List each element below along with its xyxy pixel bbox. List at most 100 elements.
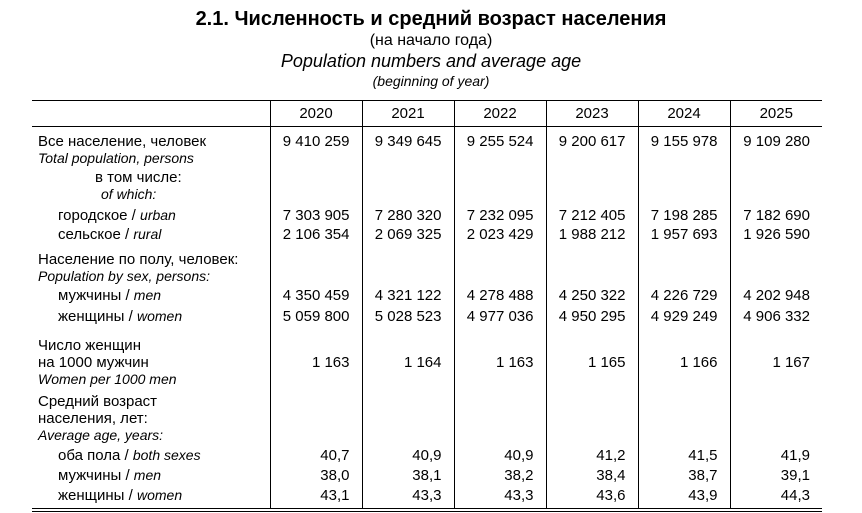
row-label-ru: мужчины / bbox=[58, 287, 130, 304]
year-header-2024: 2024 bbox=[637, 100, 730, 127]
table-row-both-sexes-age: оба пола / both sexes 40,7 40,9 40,9 41,2… bbox=[32, 445, 822, 465]
row-label-urban: городское / urban bbox=[32, 204, 270, 225]
table-cell: 2 106 354 bbox=[269, 225, 362, 249]
table-subtitle-en: (beginning of year) bbox=[372, 73, 490, 89]
row-label-women: женщины / women bbox=[32, 306, 270, 331]
table-row-of-which: в том числе: of which: bbox=[32, 168, 822, 204]
row-label-ru: городское / bbox=[58, 207, 136, 224]
table-cell: 7 182 690 bbox=[729, 204, 822, 225]
table-cell-empty bbox=[545, 249, 638, 285]
table-cell-empty bbox=[637, 168, 730, 204]
table-cell-empty bbox=[269, 168, 362, 204]
row-label-men: мужчины / men bbox=[32, 285, 270, 306]
table-cell: 1 988 212 bbox=[545, 225, 638, 249]
table-cell: 4 250 322 bbox=[545, 285, 638, 306]
table-cell-empty bbox=[269, 249, 362, 285]
table-cell: 1 957 693 bbox=[637, 225, 730, 249]
row-label-total-population: Все население, человек Total population,… bbox=[32, 127, 270, 169]
table-header-row: 2020 2021 2022 2023 2024 2025 bbox=[32, 100, 822, 127]
table-cell: 9 349 645 bbox=[361, 126, 454, 168]
table-cell: 38,1 bbox=[361, 465, 454, 485]
row-label-population-by-sex: Население по полу, человек: Population b… bbox=[32, 249, 270, 285]
table-cell: 38,2 bbox=[453, 465, 546, 485]
table-cell: 41,9 bbox=[729, 445, 822, 465]
table-row-urban: городское / urban 7 303 905 7 280 320 7 2… bbox=[32, 204, 822, 225]
row-label-en: Women per 1000 men bbox=[38, 371, 177, 387]
row-label-average-age: Средний возраст населения, лет: Average … bbox=[32, 391, 270, 445]
row-label-ru: женщины / bbox=[58, 487, 133, 504]
row-label-ru: мужчины / bbox=[58, 467, 130, 484]
title-block: 2.1. Численность и средний возраст насел… bbox=[0, 0, 862, 89]
table-cell: 44,3 bbox=[729, 485, 822, 512]
year-header-2021: 2021 bbox=[361, 100, 454, 127]
table-cell: 43,6 bbox=[545, 485, 638, 512]
table-cell: 43,3 bbox=[453, 485, 546, 512]
row-label-ru: Число женщин на 1000 мужчин bbox=[38, 337, 149, 371]
table-subtitle-ru: (на начало года) bbox=[369, 32, 493, 49]
row-label-en: women bbox=[136, 308, 183, 324]
row-label-ru: Средний возраст населения, лет: bbox=[38, 393, 158, 427]
table-cell: 9 155 978 bbox=[637, 126, 730, 168]
table-cell-empty bbox=[637, 391, 730, 445]
row-label-women-per-1000-men: Число женщин на 1000 мужчин Women per 10… bbox=[32, 331, 270, 391]
table-cell-empty bbox=[729, 168, 822, 204]
row-label-ru: женщины / bbox=[58, 308, 133, 325]
table-cell: 7 280 320 bbox=[361, 204, 454, 225]
table-cell: 1 167 bbox=[729, 331, 822, 391]
table-cell: 4 226 729 bbox=[637, 285, 730, 306]
table-cell: 38,0 bbox=[269, 465, 362, 485]
table-cell: 40,9 bbox=[453, 445, 546, 465]
row-label-en: Population by sex, persons: bbox=[38, 268, 210, 284]
row-label-both-sexes: оба пола / both sexes bbox=[32, 445, 270, 465]
row-label-en: rural bbox=[133, 226, 162, 242]
row-label-women-age: женщины / women bbox=[32, 485, 270, 512]
table-row-women-age: женщины / women 43,1 43,3 43,3 43,6 43,9 … bbox=[32, 485, 822, 512]
table-cell: 1 164 bbox=[361, 331, 454, 391]
row-label-ru: Все население, человек bbox=[38, 133, 207, 150]
table-cell: 1 166 bbox=[637, 331, 730, 391]
table-row-women-per-1000-men: Число женщин на 1000 мужчин Women per 10… bbox=[32, 331, 822, 391]
table-cell-empty bbox=[361, 168, 454, 204]
table-cell: 43,1 bbox=[269, 485, 362, 512]
row-label-men-age: мужчины / men bbox=[32, 465, 270, 485]
table-cell-empty bbox=[729, 391, 822, 445]
table-cell: 4 977 036 bbox=[453, 306, 546, 331]
table-cell: 4 929 249 bbox=[637, 306, 730, 331]
table-cell: 39,1 bbox=[729, 465, 822, 485]
table-cell-empty bbox=[361, 391, 454, 445]
row-label-en: men bbox=[133, 467, 162, 483]
table-row-total-population: Все население, человек Total population,… bbox=[32, 126, 822, 169]
table-cell-empty bbox=[453, 391, 546, 445]
row-label-ru: сельское / bbox=[58, 226, 130, 243]
row-label-en: of which: bbox=[101, 186, 157, 202]
table-row-women: женщины / women 5 059 800 5 028 523 4 977… bbox=[32, 306, 822, 331]
table-title-en: Population numbers and average age bbox=[280, 51, 582, 71]
table-title-ru: 2.1. Численность и средний возраст насел… bbox=[195, 8, 667, 30]
year-header-2025: 2025 bbox=[729, 100, 822, 127]
table-cell: 1 165 bbox=[545, 331, 638, 391]
table-cell: 43,3 bbox=[361, 485, 454, 512]
row-label-ru: в том числе: bbox=[95, 169, 182, 186]
table-cell: 41,2 bbox=[545, 445, 638, 465]
table-row-average-age: Средний возраст населения, лет: Average … bbox=[32, 391, 822, 445]
table-cell: 1 163 bbox=[453, 331, 546, 391]
table-cell: 9 109 280 bbox=[729, 126, 822, 168]
table-cell: 43,9 bbox=[637, 485, 730, 512]
table-cell: 38,7 bbox=[637, 465, 730, 485]
row-label-en: women bbox=[136, 487, 183, 503]
table-row-men: мужчины / men 4 350 459 4 321 122 4 278 4… bbox=[32, 285, 822, 306]
table-cell-empty bbox=[453, 249, 546, 285]
row-label-en: both sexes bbox=[132, 447, 201, 463]
table-cell-empty bbox=[545, 168, 638, 204]
table-cell-empty bbox=[545, 391, 638, 445]
row-label-en: Average age, years: bbox=[38, 427, 164, 443]
row-label-ru: оба пола / bbox=[58, 447, 129, 464]
table-cell: 5 059 800 bbox=[269, 306, 362, 331]
row-label-rural: сельское / rural bbox=[32, 225, 270, 249]
table-cell: 4 350 459 bbox=[269, 285, 362, 306]
table-cell-empty bbox=[269, 391, 362, 445]
table-row-population-by-sex: Население по полу, человек: Population b… bbox=[32, 249, 822, 285]
row-label-en: urban bbox=[140, 207, 176, 223]
table-row-rural: сельское / rural 2 106 354 2 069 325 2 02… bbox=[32, 225, 822, 249]
stub-header-cell bbox=[32, 100, 270, 127]
